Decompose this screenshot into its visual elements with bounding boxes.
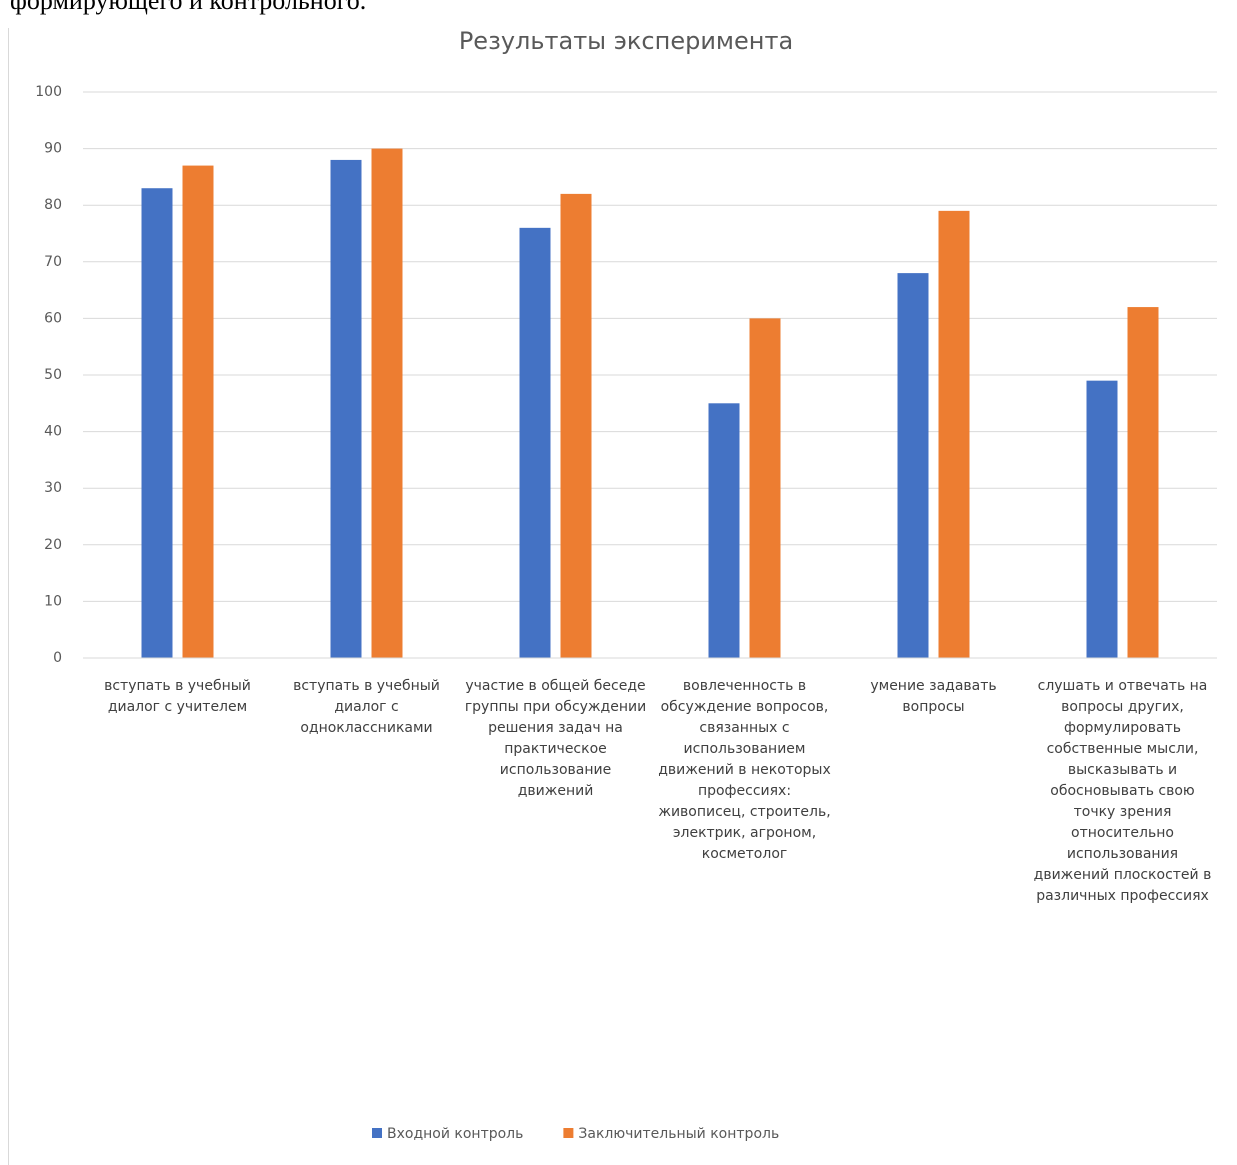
- x-tick-label: вовлеченность в обсуждение вопросов, свя…: [658, 678, 831, 862]
- bar: [182, 165, 214, 658]
- x-tick-label: вступать в учебный диалог с одноклассник…: [293, 678, 440, 736]
- bar: [1086, 380, 1118, 658]
- legend-swatch: [372, 1128, 382, 1138]
- y-tick-label: 70: [44, 254, 62, 270]
- bar: [371, 148, 403, 658]
- bar: [749, 318, 781, 658]
- y-tick-label: 0: [53, 650, 62, 666]
- y-tick-label: 20: [44, 537, 62, 553]
- x-tick-label: слушать и отвечать на вопросы других, фо…: [1033, 678, 1212, 904]
- x-tick-label: участие в общей беседе группы при обсужд…: [464, 678, 647, 799]
- chart-title: Результаты эксперимента: [459, 27, 793, 55]
- bar: [519, 227, 551, 658]
- x-tick-label: вступать в учебный диалог с учителем: [104, 678, 251, 715]
- legend-label: Заключительный контроль: [578, 1126, 779, 1142]
- bar: [897, 273, 929, 658]
- x-tick-label: умение задавать вопросы: [870, 678, 997, 715]
- bar: [708, 403, 740, 658]
- y-tick-label: 100: [35, 84, 62, 100]
- y-tick-label: 50: [44, 367, 62, 383]
- page-text: формирующего и контрольного.: [10, 0, 367, 15]
- bar: [330, 159, 362, 659]
- bar: [141, 188, 173, 658]
- bar: [938, 210, 970, 659]
- y-tick-label: 60: [44, 310, 62, 326]
- y-tick-label: 40: [44, 424, 62, 440]
- y-tick-label: 10: [44, 593, 62, 609]
- bar: [560, 193, 592, 658]
- y-tick-label: 80: [44, 197, 62, 213]
- legend-label: Входной контроль: [387, 1126, 523, 1142]
- y-tick-label: 30: [44, 480, 62, 496]
- bar: [1127, 307, 1159, 658]
- y-tick-label: 90: [44, 141, 62, 157]
- legend-swatch: [563, 1128, 574, 1138]
